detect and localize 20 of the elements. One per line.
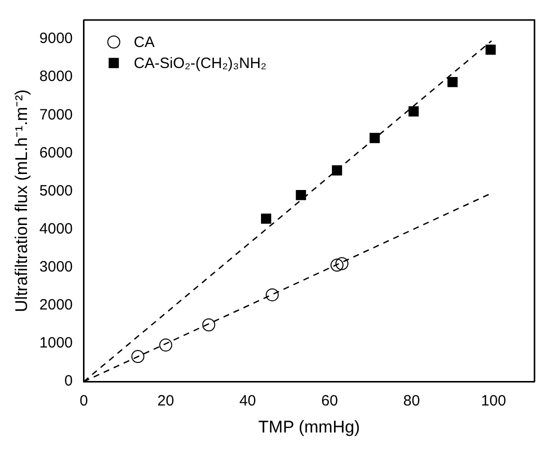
x-tick-label: 80 [403,392,420,410]
x-tick-label: 0 [80,392,88,410]
legend-label: CA-SiO₂-(CH₂)₃NH₂ [134,55,267,72]
y-tick-label: 3000 [39,258,73,276]
y-tick-label: 9000 [39,30,73,48]
x-tick-label: 100 [481,392,506,410]
x-axis-title: TMP (mmHg) [258,417,360,436]
x-tick-label: 20 [157,392,174,410]
y-tick-label: 2000 [39,296,73,314]
y-tick-label: 0 [64,372,73,390]
y-axis-title: Ultrafiltration flux (mL.h⁻¹.m⁻²) [12,89,31,312]
x-tick-label: 60 [321,392,338,410]
y-tick-label: 4000 [39,220,73,238]
y-tick-label: 6000 [39,144,73,162]
legend-label: CA [134,34,155,52]
y-tick-label: 7000 [39,106,73,124]
x-tick-label: 40 [239,392,256,410]
y-tick-label: 1000 [39,334,73,352]
y-tick-label: 5000 [39,182,73,200]
y-tick-label: 8000 [39,68,73,86]
